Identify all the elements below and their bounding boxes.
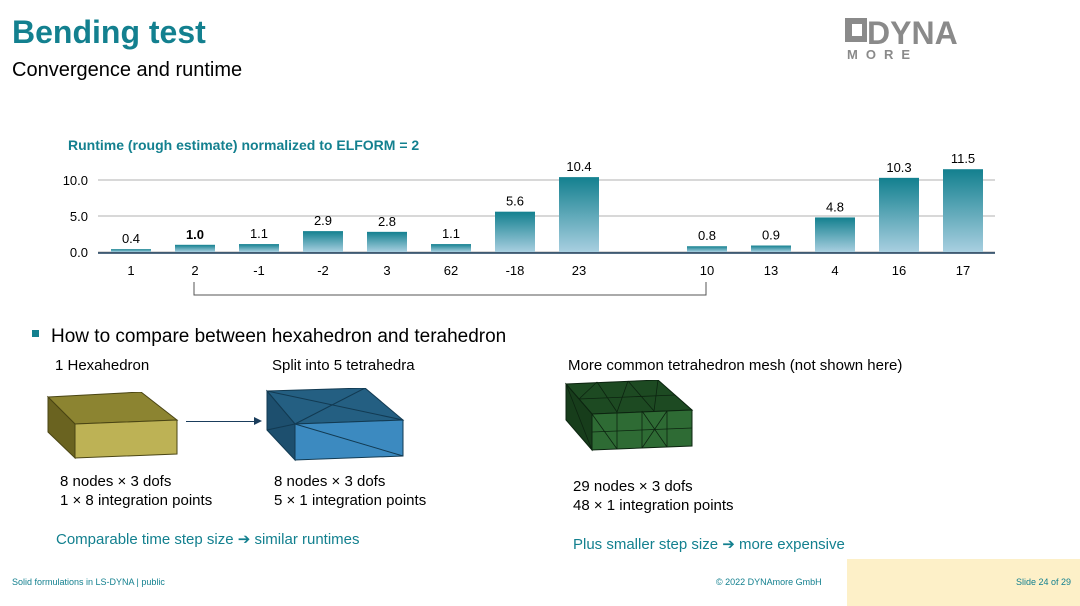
bullet-heading: How to compare between hexahedron and te… [32,326,506,348]
logo-text: DYNA [867,15,958,51]
bar-value-label: 2.8 [378,214,396,229]
y-tick-label: 5.0 [70,209,88,224]
tetmesh-integration: 48 × 1 integration points [573,497,734,514]
chart-bars [111,169,983,252]
x-tick-label: 4 [831,263,838,278]
bar--1 [239,244,279,252]
bar-value-label: 10.4 [566,159,591,174]
footer-left: Solid formulations in LS-DYNA | public [12,577,165,587]
x-tick-label: 17 [956,263,970,278]
x-tick-label: 2 [191,263,198,278]
note-left: Comparable time step size ➔ similar runt… [56,531,360,548]
hexa-integration: 1 × 8 integration points [60,492,213,509]
x-tick-label: 23 [572,263,586,278]
chart-x-axis: 1 2 -1 -2 3 62 -18 23 10 13 4 16 17 [127,263,970,278]
slide-number: Slide 24 of 29 [1015,577,1071,587]
bar-10 [687,246,727,252]
x-tick-label: 13 [764,263,778,278]
y-tick-label: 10.0 [63,173,88,188]
bar-4 [815,217,855,252]
chart-value-labels: 0.4 1.0 1.1 2.9 2.8 1.1 5.6 10.4 0.8 0.9 4.8 10.3 11… [122,151,975,246]
chart-gridlines [98,179,995,254]
x-tick-label: -18 [506,263,525,278]
arrow-right-icon [254,417,262,425]
bar-17 [943,169,983,252]
x-tick-label: 62 [444,263,458,278]
hexa-nodes: 8 nodes × 3 dofs [60,473,172,490]
bar-13 [751,245,791,252]
bar-value-label: 0.4 [122,231,140,246]
runtime-bar-chart: Runtime (rough estimate) normalized to E… [63,137,995,296]
bar-value-label: 0.8 [698,228,716,243]
note-right: Plus smaller step size ➔ more expensive [573,536,845,553]
bar-value-label: 1.0 [186,227,204,242]
bar-23 [559,177,599,252]
bar-3 [367,231,407,252]
bar--18 [495,211,535,252]
logo-subtext: MORE [847,47,918,62]
bar--2 [303,231,343,252]
chart-y-axis: 0.0 5.0 10.0 [63,173,88,260]
x-tick-label: -1 [253,263,265,278]
bullet-square-icon [32,330,39,338]
bar-value-label: 2.9 [314,213,332,228]
bar-value-label: 11.5 [951,151,975,166]
arrow-line [186,421,258,422]
hexahedron-image [46,392,179,460]
x-tick-label: 16 [892,263,906,278]
hexa-title: 1 Hexahedron [55,357,150,374]
bar-value-label: 5.6 [506,194,524,209]
bar-value-label: 10.3 [886,160,911,175]
x-tick-label: 10 [700,263,714,278]
bar-1 [111,249,151,252]
comparison-bracket [193,282,707,296]
bar-2 [175,244,215,252]
tetmesh-nodes: 29 nodes × 3 dofs [573,478,693,495]
tet5-integration: 5 × 1 integration points [274,492,427,509]
footer-copyright: © 2022 DYNAmore GmbH [716,577,822,587]
bar-value-label: 1.1 [442,226,460,241]
bar-value-label: 1.1 [250,226,268,241]
x-tick-label: -2 [317,263,329,278]
bar-16 [879,177,919,252]
x-tick-label: 3 [383,263,390,278]
five-tetrahedra-image [265,388,405,462]
bar-value-label: 0.9 [762,228,780,243]
tetmesh-title: More common tetrahedron mesh (not shown … [568,357,903,374]
tet5-title: Split into 5 tetrahedra [272,357,415,374]
x-tick-label: 1 [127,263,134,278]
slide-subtitle: Convergence and runtime [12,59,243,81]
bar-value-label: 4.8 [826,199,844,214]
footer-highlight-box [847,559,1080,606]
y-tick-label: 0.0 [70,245,88,260]
slide-title: Bending test [12,14,206,50]
chart-title: Runtime (rough estimate) normalized to E… [68,137,419,153]
tet5-nodes: 8 nodes × 3 dofs [274,473,386,490]
bar-62 [431,244,471,252]
dynamore-logo: DYNA MORE [845,15,958,62]
bullet-text: How to compare between hexahedron and te… [51,326,507,347]
tetrahedron-mesh-image [564,380,694,452]
